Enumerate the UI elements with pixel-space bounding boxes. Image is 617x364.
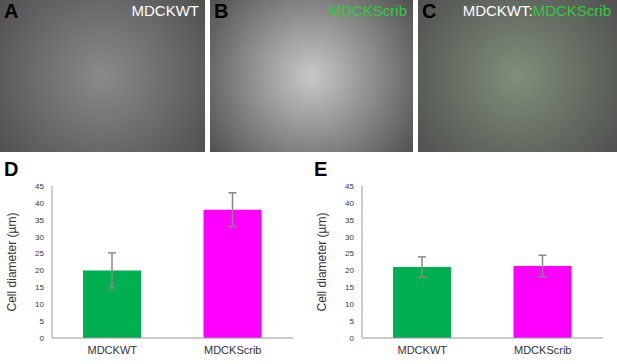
svg-text:20: 20: [345, 266, 354, 275]
svg-text:5: 5: [350, 317, 355, 326]
svg-text:Cell diameter (µm): Cell diameter (µm): [315, 213, 329, 312]
svg-text:5: 5: [40, 317, 45, 326]
svg-text:30: 30: [345, 233, 354, 242]
html-text:A: A: [4, 0, 19, 22]
svg-text:MDCKScrib: MDCKScrib: [204, 344, 261, 356]
svg-text:10: 10: [35, 300, 44, 309]
svg-text:15: 15: [35, 283, 44, 292]
html-text:E: E: [314, 158, 328, 180]
svg-text:10: 10: [345, 300, 354, 309]
svg-text:35: 35: [345, 216, 354, 225]
svg-text:30: 30: [35, 233, 44, 242]
svg-text:Cell diameter (µm): Cell diameter (µm): [5, 213, 19, 312]
html-text:MDCKScrib: MDCKScrib: [328, 2, 407, 19]
svg-text:40: 40: [35, 199, 44, 208]
svg-text:0: 0: [40, 334, 45, 343]
html-text:MDCKWT: MDCKScrib: MDCKWT: MDCKScrib: [462, 2, 611, 19]
svg-text:35: 35: [35, 216, 44, 225]
svg-text:45: 45: [345, 182, 354, 191]
html-text:C: C: [422, 0, 437, 22]
svg-text:MDCKWT: MDCKWT: [88, 344, 138, 356]
svg-text:MDCKWT: MDCKWT: [398, 344, 448, 356]
svg-text:25: 25: [345, 249, 354, 258]
html-text:B: B: [214, 0, 229, 22]
svg-text:0: 0: [350, 334, 355, 343]
html-text:MDCKWT: MDCKWT: [131, 2, 199, 19]
svg-text:MDCKScrib: MDCKScrib: [514, 344, 571, 356]
svg-text:40: 40: [345, 199, 354, 208]
svg-text:15: 15: [345, 283, 354, 292]
svg-text:25: 25: [35, 249, 44, 258]
svg-text:20: 20: [35, 266, 44, 275]
html-text:D: D: [4, 158, 19, 180]
svg-text:45: 45: [35, 182, 44, 191]
